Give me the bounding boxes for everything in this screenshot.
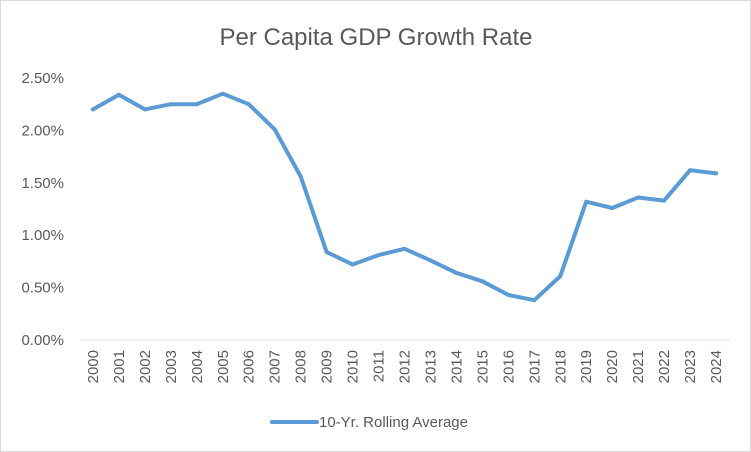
x-tick-label: 2020 xyxy=(604,350,621,383)
data-point xyxy=(480,279,484,283)
data-point xyxy=(273,127,277,131)
x-tick-label: 2024 xyxy=(708,350,725,383)
line-chart: Per Capita GDP Growth Rate 0.00% 0.50% 1.0… xyxy=(1,1,750,451)
data-point xyxy=(429,258,433,262)
data-point xyxy=(351,263,355,267)
data-point xyxy=(117,93,121,97)
chart-title: Per Capita GDP Growth Rate xyxy=(219,24,532,51)
y-tick-label: 0.00% xyxy=(21,332,64,349)
data-point xyxy=(299,175,303,179)
data-point xyxy=(558,274,562,278)
data-point xyxy=(532,298,536,302)
x-tick-label: 2001 xyxy=(111,350,128,383)
data-point xyxy=(143,107,147,111)
data-point xyxy=(403,247,407,251)
data-point xyxy=(247,102,251,106)
x-tick-label: 2008 xyxy=(293,350,310,383)
x-tick-label: 2000 xyxy=(85,350,102,383)
data-point xyxy=(325,250,329,254)
data-point xyxy=(377,253,381,257)
data-point xyxy=(506,293,510,297)
x-tick-label: 2013 xyxy=(422,350,439,383)
data-point xyxy=(636,196,640,200)
y-tick-label: 1.00% xyxy=(21,227,64,244)
x-tick-label: 2022 xyxy=(656,350,673,383)
y-tick-label: 2.50% xyxy=(21,70,64,87)
series-line xyxy=(93,94,716,301)
y-axis-ticks: 0.00% 0.50% 1.00% 1.50% 2.00% 2.50% xyxy=(21,70,64,349)
data-point xyxy=(169,102,173,106)
legend-label: 10-Yr. Rolling Average xyxy=(319,414,468,431)
data-point xyxy=(454,271,458,275)
y-tick-label: 0.50% xyxy=(21,280,64,297)
data-point xyxy=(91,107,95,111)
x-axis-ticks: 2000 2001 2002 2003 2004 2005 2006 2007 2008 2009… xyxy=(85,350,725,383)
x-tick-label: 2007 xyxy=(267,350,284,383)
data-point xyxy=(714,171,718,175)
x-tick-label: 2015 xyxy=(474,350,491,383)
x-tick-label: 2018 xyxy=(552,350,569,383)
x-tick-label: 2021 xyxy=(630,350,647,383)
x-tick-label: 2017 xyxy=(526,350,543,383)
data-point xyxy=(688,168,692,172)
x-tick-label: 2011 xyxy=(371,350,388,382)
x-tick-label: 2003 xyxy=(163,350,180,383)
x-tick-label: 2010 xyxy=(345,350,362,383)
chart-frame: Per Capita GDP Growth Rate 0.00% 0.50% 1.0… xyxy=(0,0,751,452)
legend: 10-Yr. Rolling Average xyxy=(272,414,468,431)
data-point xyxy=(195,102,199,106)
y-tick-label: 1.50% xyxy=(21,175,64,192)
data-point xyxy=(662,199,666,203)
x-tick-label: 2012 xyxy=(397,350,414,383)
x-tick-label: 2016 xyxy=(500,350,517,383)
x-tick-label: 2023 xyxy=(682,350,699,383)
x-tick-label: 2002 xyxy=(137,350,154,383)
y-tick-label: 2.00% xyxy=(21,122,64,139)
x-tick-label: 2019 xyxy=(578,350,595,383)
x-tick-label: 2006 xyxy=(241,350,258,383)
x-tick-label: 2004 xyxy=(189,350,206,383)
x-tick-label: 2005 xyxy=(215,350,232,383)
x-tick-label: 2009 xyxy=(319,350,336,383)
data-point xyxy=(584,200,588,204)
series-layer xyxy=(91,92,718,303)
data-point xyxy=(610,206,614,210)
x-tick-label: 2014 xyxy=(448,350,465,383)
data-point xyxy=(221,92,225,96)
